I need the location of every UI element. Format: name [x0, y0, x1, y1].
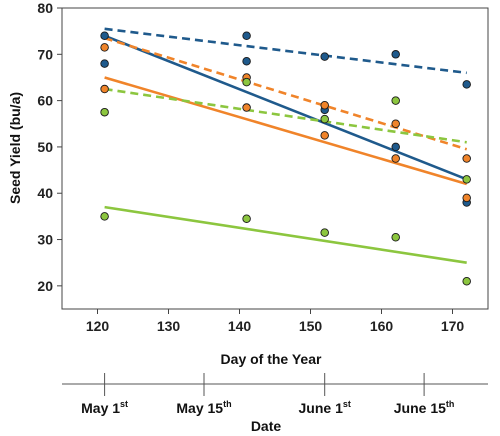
trendline-solid-2: [104, 34, 468, 181]
data-point: [391, 119, 400, 129]
data-point: [242, 214, 251, 223]
x-tick-label: 150: [299, 318, 323, 334]
date-axis-title: Date: [251, 418, 282, 434]
trendline-dashed-3: [104, 36, 468, 151]
data-point: [100, 107, 109, 117]
y-tick-label: 30: [37, 232, 53, 248]
data-point: [320, 131, 329, 140]
y-tick-label: 70: [37, 46, 53, 62]
data-point: [320, 52, 329, 61]
plot-area: [61, 7, 489, 310]
y-tick-label: 80: [37, 0, 53, 16]
y-tick-label: 20: [37, 278, 53, 294]
data-point: [320, 228, 329, 237]
data-point: [320, 114, 329, 124]
trendline-solid-4: [104, 76, 468, 186]
data-point: [462, 276, 471, 286]
x-tick-label: 160: [370, 318, 394, 334]
data-point: [462, 154, 471, 163]
date-label: May 1st: [81, 399, 128, 416]
x-tick-label: 130: [157, 318, 181, 334]
data-point: [391, 232, 400, 242]
data-point: [100, 212, 109, 221]
x-tick-label: 120: [86, 318, 110, 334]
data-point: [462, 175, 471, 184]
data-point: [462, 80, 471, 89]
data-point: [320, 100, 329, 110]
y-tick-label: 60: [37, 93, 53, 109]
y-axis-title: Seed Yield (bu/a): [7, 92, 23, 204]
data-point: [391, 96, 400, 105]
y-tick-label: 50: [37, 139, 53, 155]
data-point: [242, 31, 251, 41]
data-point: [242, 103, 251, 112]
date-label: May 15th: [176, 399, 231, 416]
x-tick-label: 170: [441, 318, 465, 334]
data-point: [100, 31, 109, 41]
date-label: June 15th: [394, 399, 455, 416]
data-point: [391, 50, 400, 59]
data-point: [100, 43, 109, 52]
data-point: [462, 193, 471, 203]
x-tick-label: 140: [228, 318, 252, 334]
x-axis-title: Day of the Year: [221, 351, 322, 367]
trendline-solid-6: [104, 205, 467, 264]
trendline-dashed-1: [104, 27, 467, 75]
data-point: [100, 59, 109, 68]
data-point: [242, 77, 251, 87]
data-point: [242, 57, 251, 66]
trendline-dashed-5: [104, 87, 467, 144]
date-label: June 1st: [299, 399, 351, 416]
data-point: [391, 154, 400, 163]
data-point: [100, 84, 109, 94]
data-point: [391, 142, 400, 152]
y-tick-label: 40: [37, 185, 53, 201]
